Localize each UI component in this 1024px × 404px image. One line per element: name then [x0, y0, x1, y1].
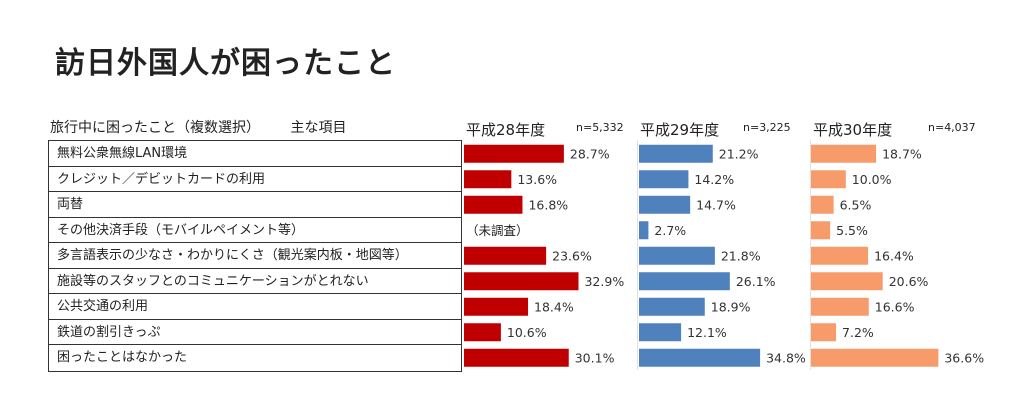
bar [464, 195, 523, 214]
question-label: 旅行中に困ったこと（複数選択） [50, 120, 260, 136]
data-label: 2.7% [654, 223, 686, 238]
data-label: 34.8% [766, 350, 806, 365]
data-label: 21.2% [719, 146, 759, 161]
panel-divider [637, 140, 638, 370]
bar [811, 144, 877, 163]
data-label: 18.9% [711, 299, 751, 314]
category-row: 両替 [49, 192, 461, 218]
category-row: クレジット／デビットカードの利用 [49, 167, 461, 192]
bar [464, 323, 501, 342]
panel-n-h28: n=5,332 [576, 121, 624, 134]
bar [464, 297, 529, 316]
bar [639, 348, 761, 367]
table-header: 旅行中に困ったこと（複数選択） 主な項目 [50, 117, 346, 137]
bar [639, 297, 705, 316]
bar [639, 246, 715, 265]
data-label: 28.7% [570, 146, 610, 161]
category-row: 困ったことはなかった [57, 350, 188, 365]
bar [639, 272, 730, 291]
data-label: 12.1% [687, 325, 727, 340]
data-label: 14.7% [696, 197, 736, 212]
data-label: 5.5% [836, 223, 868, 238]
data-label: 16.8% [528, 197, 568, 212]
data-label: 26.1% [736, 274, 776, 289]
bar [811, 348, 939, 367]
category-row: 無料公衆無線LAN環境 [49, 141, 461, 167]
panel-title-h29: 平成29年度 [640, 121, 720, 139]
bar [811, 246, 869, 265]
data-label: 10.0% [852, 172, 892, 187]
bar [639, 144, 713, 163]
bar [811, 170, 846, 189]
bar [811, 272, 883, 291]
bar [811, 323, 837, 342]
page-title: 訪日外国人が困ったこと [55, 46, 396, 81]
data-label: 7.2% [842, 325, 874, 340]
category-row: その他決済手段（モバイルペイメント等） [49, 218, 461, 243]
data-label: 16.6% [875, 299, 915, 314]
data-label: 30.1% [575, 350, 615, 365]
data-label: 14.2% [694, 172, 734, 187]
bar [639, 195, 691, 214]
bar [464, 272, 579, 291]
subheader-label: 主な項目 [290, 120, 347, 136]
data-label: 13.6% [517, 172, 557, 187]
data-label: 6.5% [840, 197, 872, 212]
bar [639, 221, 649, 240]
bar [464, 144, 564, 163]
data-label: 20.6% [889, 274, 929, 289]
panel-title-h30: 平成30年度 [813, 121, 893, 139]
data-label: 36.6% [944, 350, 984, 365]
bar [639, 170, 689, 189]
data-label: 18.4% [534, 299, 574, 314]
category-table: 無料公衆無線LAN環境 クレジット／デビットカードの利用 両替 その他決済手段（… [48, 140, 462, 372]
category-row: 公共交通の利用 [49, 294, 461, 320]
data-label: 18.7% [882, 146, 922, 161]
bar [811, 221, 831, 240]
data-label: 23.6% [552, 248, 592, 263]
data-label: 32.9% [584, 274, 624, 289]
category-row: 鉄道の割引きっぷ [49, 320, 461, 345]
data-label: 10.6% [507, 325, 547, 340]
category-row: 施設等のスタッフとのコミュニケーションがとれない [49, 269, 461, 294]
data-label: 16.4% [874, 248, 914, 263]
panel-title-h28: 平成28年度 [466, 121, 546, 139]
bar [639, 323, 682, 342]
bar [464, 348, 569, 367]
bar [811, 297, 869, 316]
bar [464, 246, 547, 265]
category-row: 多言語表示の少なさ・わかりにくさ（観光案内板・地図等） [49, 243, 461, 269]
panel-divider [810, 140, 811, 370]
bar [811, 195, 834, 214]
panel-n-h30: n=4,037 [928, 121, 976, 134]
data-label: 21.8% [721, 248, 761, 263]
bar [464, 170, 512, 189]
panel-n-h29: n=3,225 [743, 121, 791, 134]
missing-data-label: （未調査） [466, 223, 529, 238]
